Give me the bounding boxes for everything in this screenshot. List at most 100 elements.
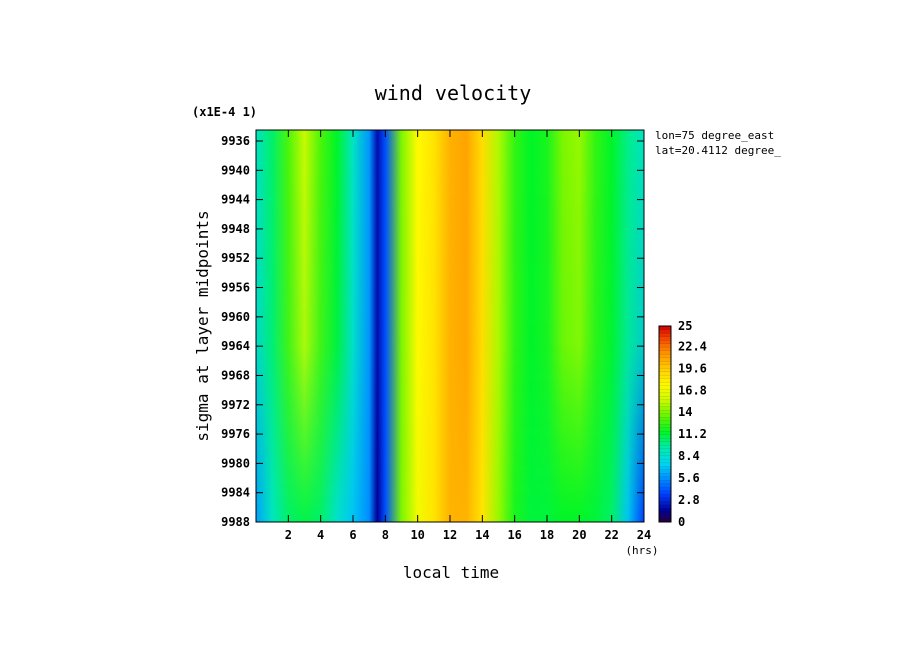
colorbar-band — [659, 490, 671, 495]
colorbar-band — [659, 382, 671, 386]
colorbar-band — [659, 441, 671, 446]
colorbar-band — [659, 504, 671, 509]
x-tick-label-16: 16 — [507, 528, 521, 542]
y-tick-label-9952: 9952 — [221, 251, 250, 265]
colorbar-band — [659, 340, 671, 344]
colorbar-label-19.6: 19.6 — [678, 361, 707, 375]
colorbar-band — [659, 361, 671, 365]
colorbar-band — [659, 515, 671, 519]
colorbar-band — [659, 375, 671, 379]
colorbar-band — [659, 448, 671, 453]
y-tick-label-9976: 9976 — [221, 427, 250, 441]
colorbar-band — [659, 357, 671, 362]
colorbar-band — [659, 392, 671, 397]
colorbar-label-14: 14 — [678, 405, 692, 419]
x-tick-label-4: 4 — [317, 528, 324, 542]
colorbar-label-16.8: 16.8 — [678, 383, 707, 397]
x-tick-label-12: 12 — [443, 528, 457, 542]
colorbar-band — [659, 385, 671, 390]
colorbar-band — [659, 399, 671, 404]
colorbar-band — [659, 469, 671, 474]
colorbar-band — [659, 511, 671, 516]
colorbar-band — [659, 336, 671, 341]
colorbar-band — [659, 420, 671, 425]
y-tick-label-9960: 9960 — [221, 310, 250, 324]
colorbar-band — [659, 497, 671, 502]
x-tick-label-24: 24 — [637, 528, 651, 542]
colorbar-band — [659, 445, 671, 449]
colorbar-band — [659, 371, 671, 376]
colorbar-band — [659, 354, 671, 358]
annotation-lat: lat=20.4112 degree_ — [655, 144, 781, 157]
x-tick-label-14: 14 — [475, 528, 489, 542]
colorbar-band — [659, 389, 671, 393]
scale-note: (x1E-4 1) — [192, 105, 257, 119]
colorbar-band — [659, 476, 671, 481]
colorbar-band — [659, 413, 671, 418]
colorbar-band — [659, 487, 671, 491]
colorbar-label-8.4: 8.4 — [678, 449, 700, 463]
colorbar-band — [659, 329, 671, 334]
colorbar-label-11.2: 11.2 — [678, 427, 707, 441]
colorbar-band — [659, 347, 671, 351]
colorbar-band — [659, 410, 671, 414]
colorbar-label-2.8: 2.8 — [678, 493, 700, 507]
colorbar-band — [659, 452, 671, 456]
colorbar-band — [659, 378, 671, 383]
colorbar-band — [659, 417, 671, 421]
y-tick-label-9988: 9988 — [221, 515, 250, 529]
y-tick-label-9968: 9968 — [221, 368, 250, 382]
colorbar-band — [659, 466, 671, 470]
x-tick-label-2: 2 — [285, 528, 292, 542]
colorbar-label-0: 0 — [678, 515, 685, 529]
colorbar-band — [659, 403, 671, 407]
chart-title: wind velocity — [375, 81, 532, 105]
y-axis-ticks: 9936 9940 9944 9948 9952 9956 9960 9964 9968 9972… — [221, 134, 644, 529]
colorbar-band — [659, 501, 671, 505]
colorbar-band — [659, 368, 671, 372]
colorbar-label-25: 25 — [678, 319, 692, 333]
x-tick-label-10: 10 — [410, 528, 424, 542]
y-axis-label: sigma at layer midpoints — [193, 210, 212, 441]
colorbar-band — [659, 396, 671, 400]
colorbar-band — [659, 480, 671, 484]
y-tick-label-9956: 9956 — [221, 281, 250, 295]
colorbar-band — [659, 427, 671, 432]
x-tick-label-8: 8 — [382, 528, 389, 542]
y-tick-label-9948: 9948 — [221, 222, 250, 236]
y-tick-label-9964: 9964 — [221, 339, 250, 353]
x-axis-unit: (hrs) — [625, 544, 658, 557]
colorbar-band — [659, 364, 671, 369]
colorbar-label-22.4: 22.4 — [678, 339, 707, 353]
x-tick-label-6: 6 — [349, 528, 356, 542]
x-axis-label: local time — [403, 563, 499, 582]
y-tick-label-9936: 9936 — [221, 134, 250, 148]
colorbar-band — [659, 508, 671, 512]
colorbar-band — [659, 424, 671, 428]
x-tick-label-20: 20 — [572, 528, 586, 542]
x-tick-label-22: 22 — [604, 528, 618, 542]
annotation-lon: lon=75 degree_east — [655, 129, 774, 142]
colorbar-band — [659, 326, 671, 330]
colorbar-band — [659, 483, 671, 488]
colorbar-labels: 0 2.8 5.6 8.4 11.2 14 16.8 19.6 22.4 25 — [678, 319, 707, 529]
colorbar-band — [659, 473, 671, 477]
y-tick-label-9944: 9944 — [221, 193, 250, 207]
colorbar-band — [659, 350, 671, 355]
y-tick-label-9980: 9980 — [221, 456, 250, 470]
colorbar-band — [659, 494, 671, 498]
colorbar-band — [659, 462, 671, 467]
colorbar-band — [659, 406, 671, 411]
y-tick-label-9940: 9940 — [221, 163, 250, 177]
x-tick-label-18: 18 — [540, 528, 554, 542]
colorbar-band — [659, 333, 671, 337]
colorbar — [658, 325, 672, 523]
x-axis-ticks: 2 4 6 8 10 12 14 16 18 20 22 24 — [285, 130, 651, 542]
colorbar-frame — [658, 325, 672, 523]
plot-area — [255, 129, 645, 523]
colorbar-band — [659, 434, 671, 439]
colorbar-band — [659, 455, 671, 460]
y-tick-label-9972: 9972 — [221, 398, 250, 412]
heatmap-layer-bottom — [256, 130, 644, 522]
